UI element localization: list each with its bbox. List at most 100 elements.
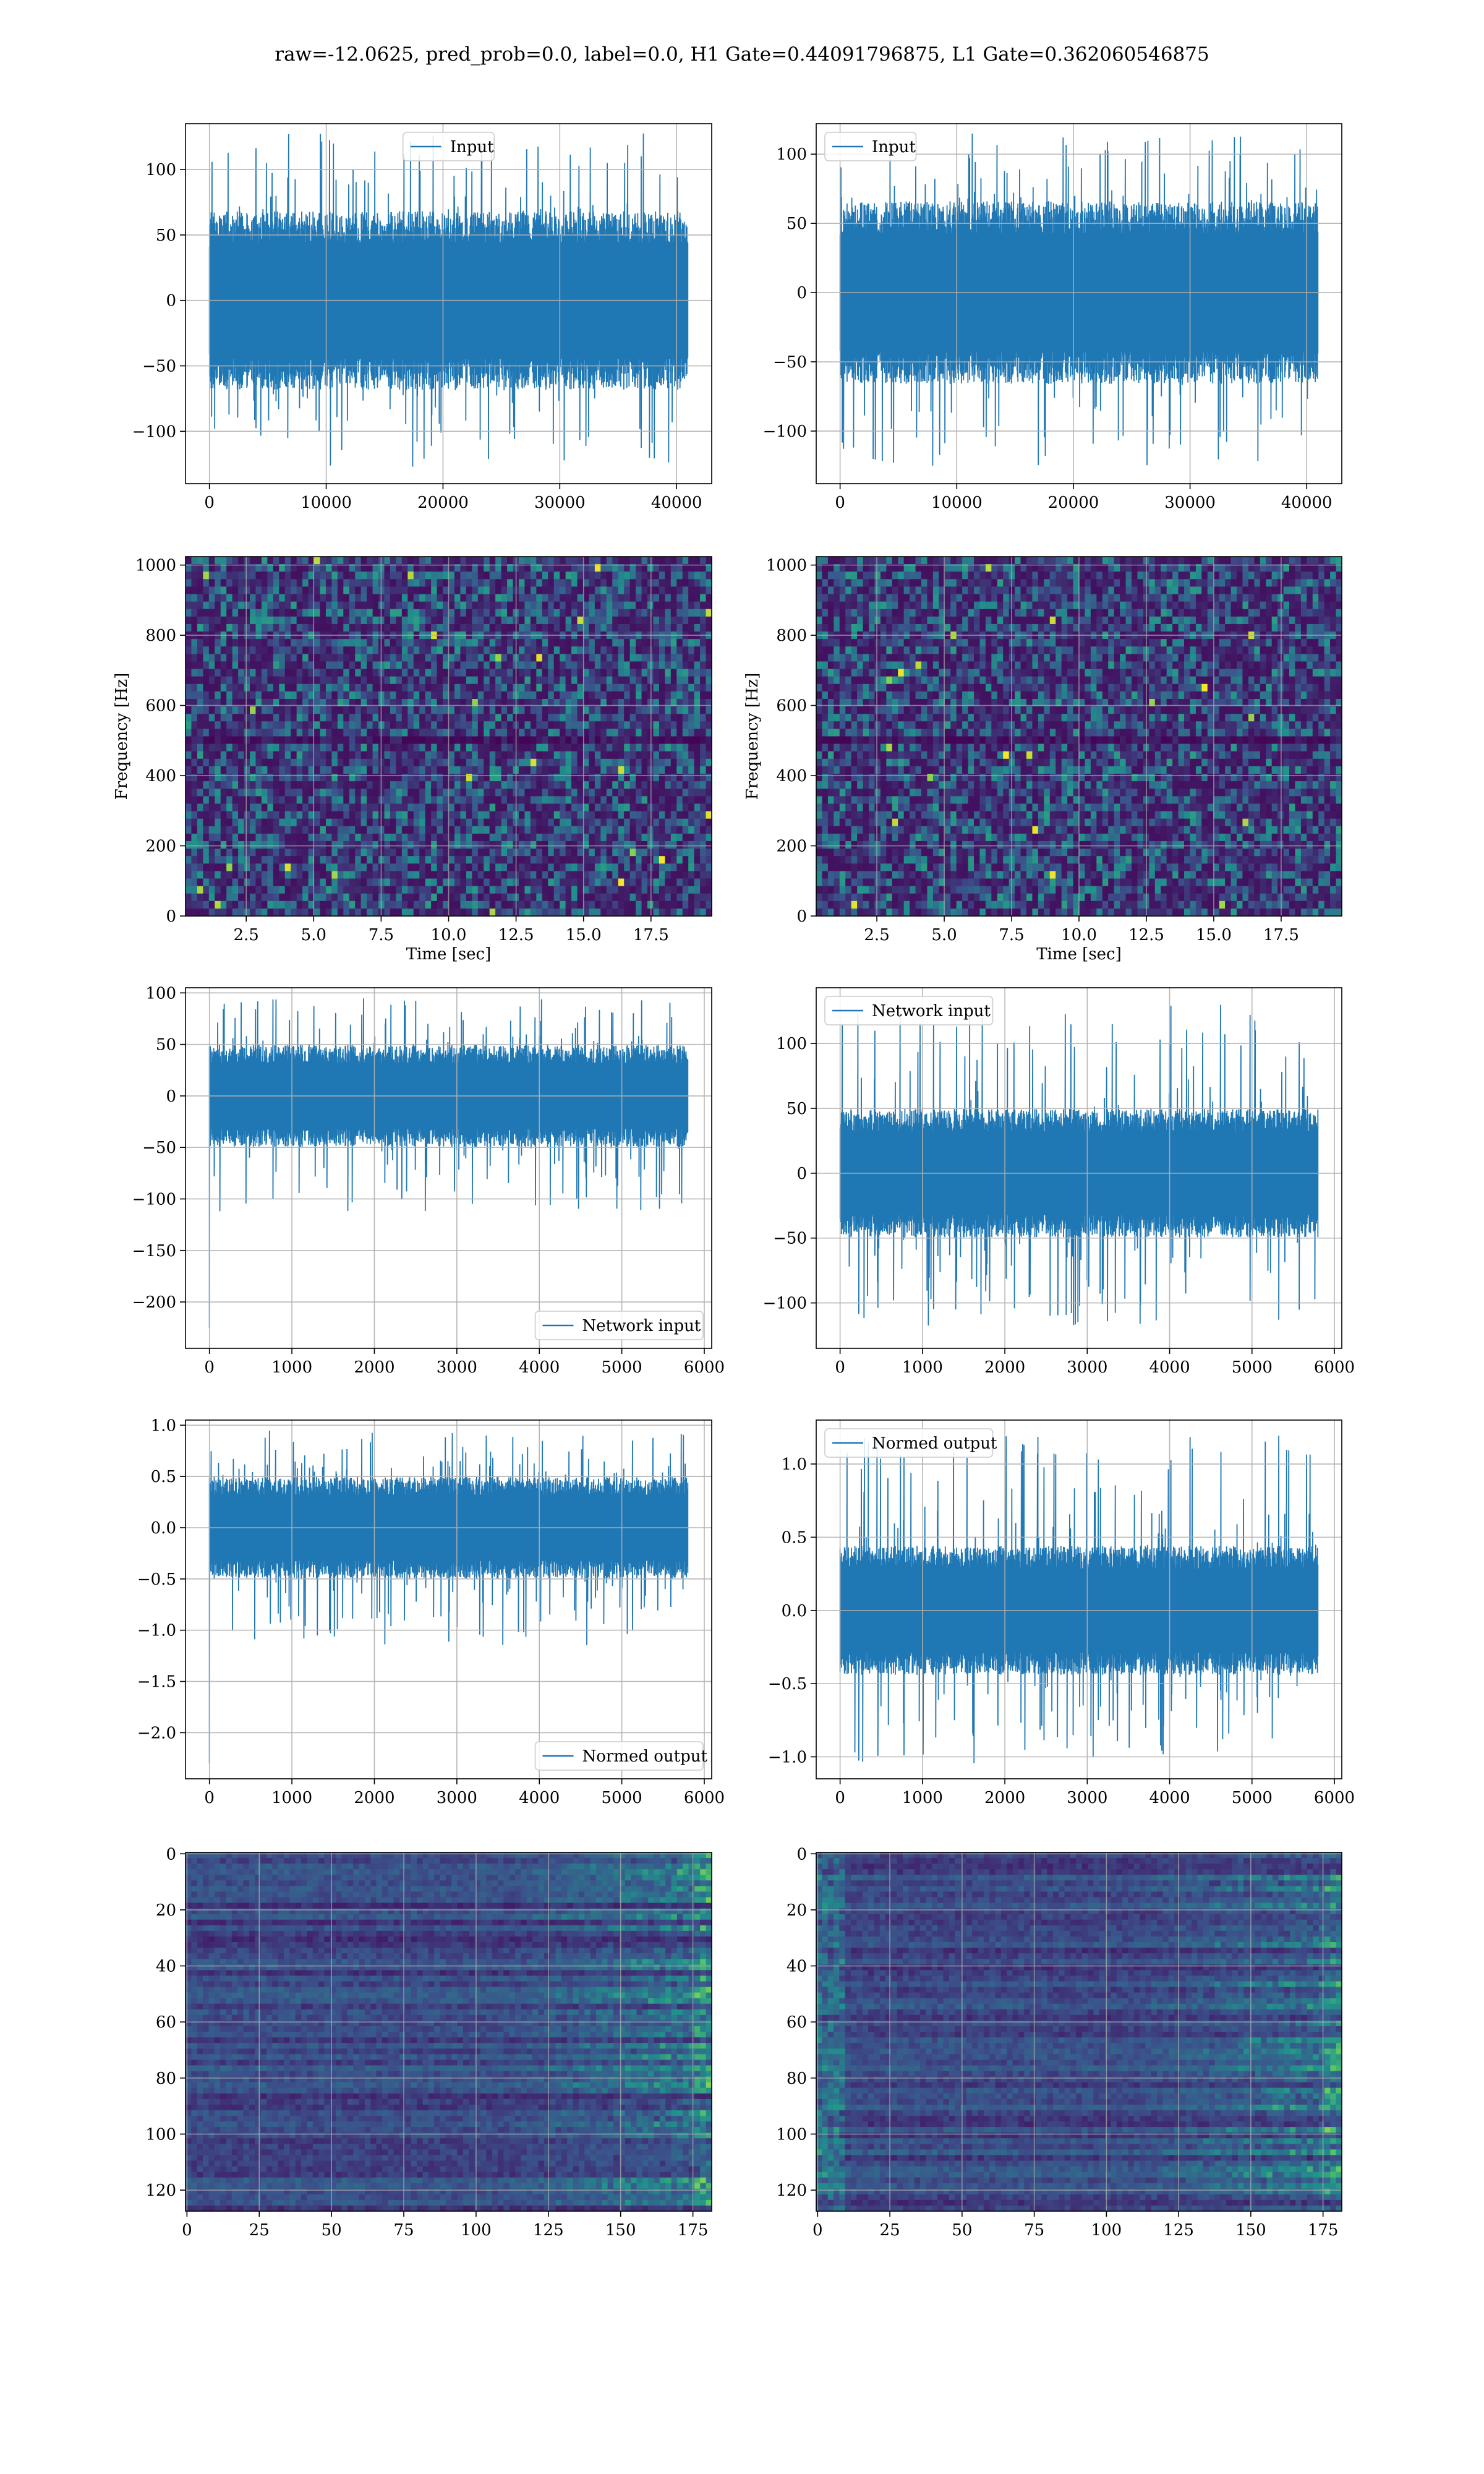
heatmap-cell	[536, 669, 543, 677]
heatmap-cell	[1114, 557, 1120, 565]
heatmap-cell	[659, 826, 665, 834]
heatmap-cell	[448, 669, 455, 677]
heatmap-cell	[337, 833, 344, 842]
heatmap-cell	[636, 714, 642, 722]
heatmap-cell	[273, 557, 279, 565]
heatmap-cell	[396, 714, 403, 722]
heatmap-cell	[232, 856, 239, 864]
heatmap-cell	[302, 669, 309, 677]
heatmap-cell	[495, 856, 502, 864]
heatmap-cell	[314, 721, 321, 729]
heatmap-cell	[308, 886, 315, 894]
heatmap-cell	[606, 856, 613, 864]
heatmap-cell	[501, 901, 508, 909]
heatmap-cell	[320, 811, 326, 820]
heatmap-cell	[495, 623, 502, 632]
heatmap-cell	[676, 594, 683, 602]
heatmap-cell	[197, 856, 203, 864]
heatmap-cell	[186, 774, 192, 782]
heatmap-cell	[325, 901, 332, 909]
heatmap-cell	[577, 571, 584, 580]
heatmap-cell	[489, 729, 496, 737]
heatmap-cell	[472, 826, 479, 834]
heatmap-cell	[1166, 557, 1173, 565]
legend-label: Input	[872, 138, 916, 156]
heatmap-cell	[413, 758, 420, 767]
heatmap-cell	[320, 706, 326, 714]
heatmap-cell	[460, 698, 467, 707]
heatmap-cell	[530, 654, 537, 662]
heatmap-cell	[325, 654, 332, 662]
heatmap-cell	[501, 698, 508, 707]
heatmap-cell	[431, 901, 438, 909]
heatmap-cell	[390, 616, 396, 625]
heatmap-cell	[273, 781, 279, 789]
heatmap-cell	[530, 669, 537, 677]
heatmap-cell	[484, 818, 490, 827]
x-axis-label: Time [sec]	[406, 945, 492, 964]
heatmap-cell	[255, 579, 262, 588]
heatmap-cell	[670, 623, 677, 632]
heatmap-cell	[548, 557, 555, 565]
heatmap-cell	[1207, 594, 1214, 602]
heatmap-cell	[320, 833, 326, 842]
heatmap-cell	[419, 676, 426, 685]
heatmap-cell	[203, 609, 210, 617]
heatmap-cell	[419, 856, 426, 864]
heatmap-cell	[670, 691, 677, 700]
heatmap-cell	[401, 564, 408, 572]
heatmap-cell	[390, 594, 396, 602]
heatmap-cell	[273, 594, 279, 602]
heatmap-cell	[349, 774, 356, 782]
heatmap-cell	[524, 691, 531, 700]
heatmap-cell	[284, 676, 291, 685]
heatmap-cell	[279, 623, 286, 632]
heatmap-cell	[665, 639, 672, 647]
heatmap-cell	[407, 803, 414, 812]
heatmap-cell	[571, 833, 578, 842]
heatmap-cell	[384, 781, 391, 789]
heatmap-cell	[220, 557, 227, 565]
heatmap-cell	[454, 594, 461, 602]
heatmap-cell	[197, 579, 203, 588]
heatmap-cell	[407, 646, 414, 654]
heatmap-cell	[530, 729, 537, 737]
heatmap-cell	[682, 616, 689, 625]
heatmap-cell	[636, 781, 642, 789]
heatmap-cell	[343, 571, 350, 580]
heatmap-cell	[413, 811, 420, 820]
heatmap-cell	[443, 743, 450, 752]
heatmap-cell	[284, 623, 291, 632]
heatmap-cell	[443, 751, 450, 760]
heatmap-cell	[1154, 586, 1161, 595]
heatmap-cell	[659, 571, 665, 580]
heatmap-cell	[331, 878, 338, 887]
heatmap-cell	[501, 557, 508, 565]
heatmap-cell	[255, 789, 262, 797]
heatmap-cell	[308, 789, 315, 797]
heatmap-cell	[325, 849, 332, 857]
heatmap-cell	[560, 654, 566, 662]
heatmap-cell	[220, 871, 227, 880]
heatmap-cell	[220, 571, 227, 580]
heatmap-cell	[1049, 579, 1056, 588]
heatmap-cell	[291, 557, 297, 565]
heatmap-cell	[688, 863, 695, 871]
heatmap-cell	[565, 751, 572, 760]
heatmap-cell	[215, 586, 221, 595]
heatmap-cell	[1166, 586, 1173, 595]
heatmap-cell	[320, 826, 326, 834]
heatmap-cell	[349, 803, 356, 812]
heatmap-cell	[355, 571, 362, 580]
heatmap-cell	[985, 571, 992, 580]
heatmap-cell	[694, 646, 701, 654]
heatmap-cell	[331, 616, 338, 625]
heatmap-cell	[577, 803, 584, 812]
heatmap-cell	[244, 623, 250, 632]
heatmap-cell	[437, 594, 443, 602]
heatmap-cell	[676, 616, 683, 625]
heatmap-cell	[261, 706, 268, 714]
heatmap-cell	[384, 736, 391, 745]
heatmap-cell	[612, 833, 619, 842]
heatmap-cell	[279, 886, 286, 894]
